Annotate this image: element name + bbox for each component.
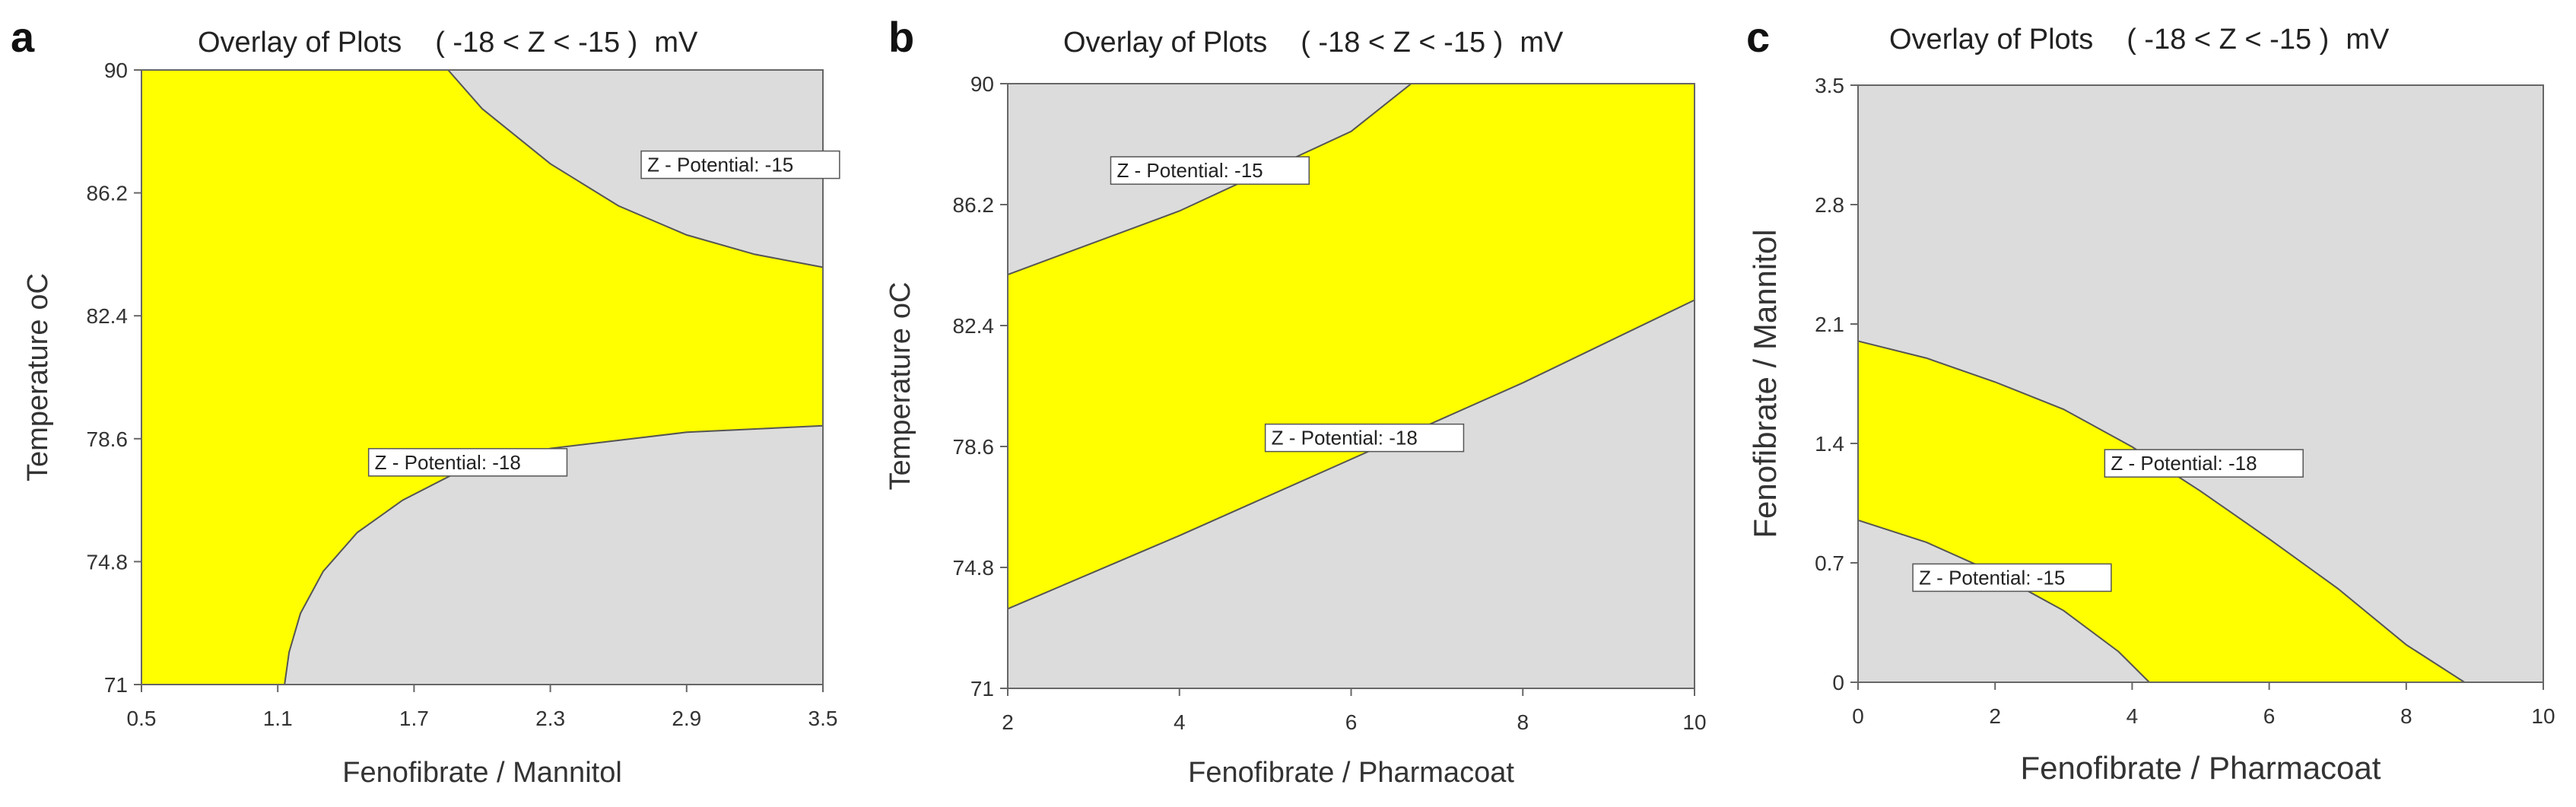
- x-tick-label: 2: [1002, 710, 1014, 734]
- plot-frame: [141, 69, 824, 685]
- y-tick-label: 74.8: [953, 556, 995, 580]
- contour-line-2: [1007, 299, 1695, 610]
- contour-label-box: [1110, 156, 1310, 185]
- y-tick-label: 82.4: [87, 304, 129, 328]
- contour-line-1: [447, 69, 824, 268]
- contour-label-box: [1912, 563, 2112, 593]
- y-tick-label: 71: [970, 677, 994, 701]
- panel-a: a Overlay of Plots( -18 < Z < -15 ) mV 0.5 1…: [11, 13, 840, 789]
- x-tick-label: 3.5: [808, 707, 838, 730]
- chart-title: Overlay of Plots( -18 < Z < -15 ) mV: [1063, 27, 1564, 59]
- contour-label-box: [367, 448, 568, 477]
- y-tick-label: 78.6: [87, 427, 129, 451]
- x-tick-label: 8: [1517, 710, 1529, 734]
- y-tick-label: 86.2: [87, 182, 129, 205]
- contour-label-box: [640, 150, 840, 180]
- y-tick-label: 2.1: [1815, 313, 1844, 336]
- contour-label-1: Z - Potential: -18: [2111, 452, 2257, 475]
- plot-frame: [1857, 84, 2544, 683]
- y-axis-label: TemperatureoC: [22, 273, 54, 481]
- x-tick-label: 4: [2127, 704, 2139, 728]
- feasible-region: [1858, 341, 2465, 682]
- contour-label-1: Z - Potential: -15: [647, 154, 793, 176]
- contour-label-2: Z - Potential: -18: [375, 451, 521, 474]
- x-tick-label: 1.7: [399, 707, 429, 730]
- y-tick-label: 0.7: [1815, 551, 1844, 575]
- chart-title: Overlay of Plots( -18 < Z < -15 ) mV: [1889, 24, 2390, 56]
- x-tick-label: 10: [1682, 710, 1706, 734]
- x-tick-label: 10: [2531, 704, 2555, 728]
- feasible-region: [1008, 84, 1695, 609]
- y-tick-label: 74.8: [87, 550, 129, 573]
- y-tick-label: 90: [104, 59, 128, 82]
- x-tick-label: 6: [2263, 704, 2276, 728]
- x-axis-label: Fenofibrate / Mannitol: [342, 757, 622, 789]
- y-tick-label: 0: [1832, 671, 1844, 694]
- y-axis-label: Fenofibrate / Mannitol: [1747, 229, 1783, 538]
- contour-label-box: [1264, 423, 1465, 453]
- y-tick-label: 90: [970, 72, 994, 96]
- feasible-region: [141, 70, 823, 685]
- y-tick-label: 82.4: [953, 314, 995, 338]
- y-tick-label: 78.6: [953, 435, 995, 459]
- panel-label: a: [11, 13, 35, 61]
- x-tick-label: 2.3: [535, 707, 565, 730]
- panel-label: c: [1746, 13, 1770, 61]
- chart-title: Overlay of Plots( -18 < Z < -15 ) mV: [198, 27, 698, 59]
- x-tick-label: 2: [1989, 704, 2001, 728]
- y-tick-label: 71: [104, 673, 128, 697]
- panel-b: b Overlay of Plots( -18 < Z < -15 ) mV 2 4 6 8…: [885, 13, 1707, 789]
- y-tick-label: 1.4: [1815, 432, 1844, 456]
- x-tick-label: 4: [1174, 710, 1186, 734]
- x-axis-label: Fenofibrate / Pharmacoat: [2021, 750, 2381, 786]
- x-axis-label: Fenofibrate / Pharmacoat: [1188, 757, 1514, 789]
- x-tick-label: 8: [2400, 704, 2412, 728]
- contour-line-2: [284, 424, 824, 685]
- x-tick-label: 0: [1852, 704, 1864, 728]
- x-tick-label: 0.5: [127, 707, 157, 730]
- contour-label-1: Z - Potential: -15: [1116, 159, 1263, 182]
- contour-label-2: Z - Potential: -18: [1272, 427, 1418, 450]
- panel-label: b: [888, 13, 914, 61]
- y-tick-label: 86.2: [953, 193, 995, 217]
- contour-label-2: Z - Potential: -15: [1919, 566, 2065, 589]
- x-tick-label: 1.1: [263, 707, 293, 730]
- y-axis-label: TemperatureoC: [885, 282, 916, 491]
- x-tick-label: 6: [1345, 710, 1358, 734]
- panel-c: c Overlay of Plots( -18 < Z < -15 ) mV 0 2 4 6…: [1746, 13, 2555, 786]
- y-tick-label: 2.8: [1815, 193, 1844, 217]
- x-tick-label: 2.9: [672, 707, 701, 730]
- contour-label-box: [2104, 449, 2304, 478]
- y-tick-label: 3.5: [1815, 74, 1844, 97]
